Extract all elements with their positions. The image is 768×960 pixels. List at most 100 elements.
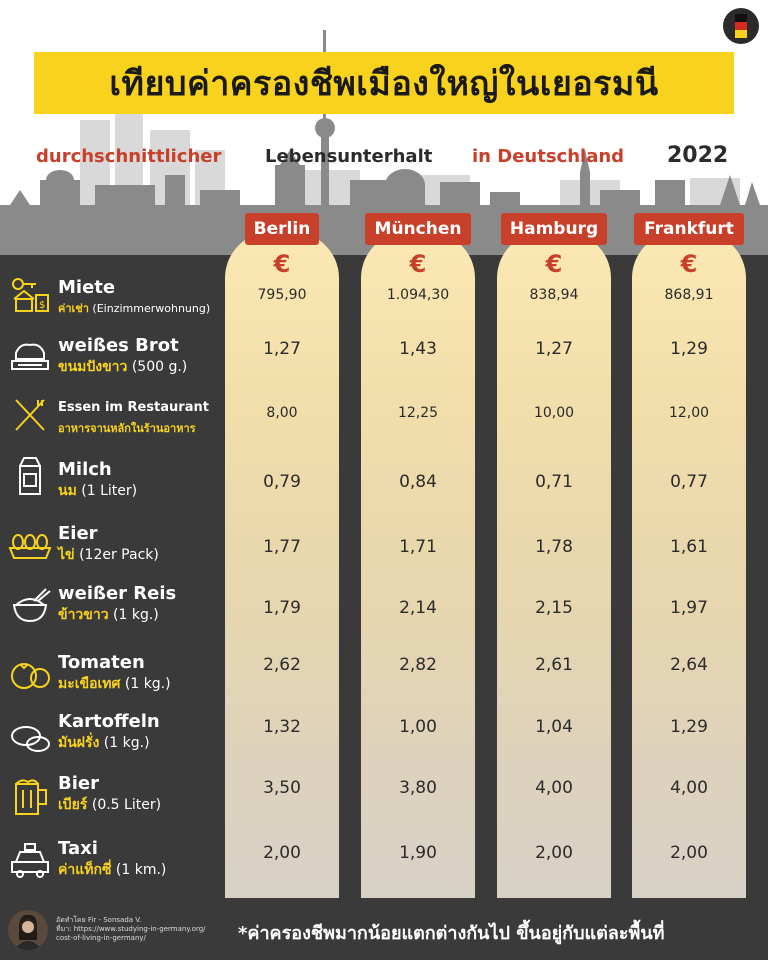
price-cell: 1,43 <box>399 339 437 359</box>
price-cell: 12,00 <box>668 405 710 421</box>
eggs-icon <box>8 534 52 559</box>
item-name-de: Essen im Restaurant <box>58 400 209 415</box>
subtitle-year: 2022 <box>667 143 729 168</box>
currency-symbol-muenchen: € <box>409 250 427 278</box>
bread-icon <box>11 343 49 370</box>
item-detail: (Einzimmerwohnung) <box>88 302 211 315</box>
rice-bowl-icon <box>12 588 51 623</box>
price-cell: 1,71 <box>399 537 437 557</box>
price-cell: 3,50 <box>263 778 301 798</box>
city-column-frankfurt <box>632 232 746 898</box>
price-cell: 1,79 <box>263 598 301 618</box>
price-cell: 2,00 <box>670 843 708 863</box>
item-detail: (1 km.) <box>111 862 167 878</box>
item-name-th: ไข่ <box>58 547 75 563</box>
item-name-de: Miete <box>58 277 116 298</box>
price-cell: 0,77 <box>670 472 708 492</box>
item-name-de: weißes Brot <box>58 335 179 356</box>
beer-mug-icon <box>15 779 47 815</box>
row-label-restaurant: Essen im Restaurant อาหารจานหลักในร้านอา… <box>58 397 209 439</box>
currency-symbol-hamburg: € <box>545 250 563 278</box>
price-cell: 10,00 <box>533 405 575 421</box>
price-cell: 0,79 <box>263 472 301 492</box>
price-cell: 1,32 <box>263 717 301 737</box>
item-name-de: weißer Reis <box>58 583 177 604</box>
item-name-de: Kartoffeln <box>58 711 160 732</box>
price-cell: 2,82 <box>399 655 437 675</box>
credit-author: อัดทำโดย Fir - Sonsada V. <box>56 916 142 924</box>
row-label-taxi: Taxi ค่าแท็กซี่ (1 km.) <box>58 838 166 880</box>
footer-note: *ค่าครองชีพมากน้อยแตกต่างกันไป ขึ้นอยู่ก… <box>238 923 665 944</box>
price-cell: 12,25 <box>397 405 439 421</box>
item-detail: (1 Liter) <box>76 483 138 499</box>
city-column-berlin <box>225 232 339 898</box>
price-cell: 4,00 <box>670 778 708 798</box>
item-detail: (1 kg.) <box>120 676 171 692</box>
page-title: เทียบค่าครองชีพเมืองใหญ่ในเยอรมนี <box>109 64 659 104</box>
item-name-th: เบียร์ <box>58 797 88 813</box>
city-header-muenchen: München <box>365 213 471 245</box>
item-name-de: Tomaten <box>58 652 145 673</box>
credit-source-cont: cost-of-living-in-germany/ <box>56 934 146 942</box>
price-cell: 1,78 <box>535 537 573 557</box>
row-label-reis: weißer Reis ข้าวขาว (1 kg.) <box>58 583 176 625</box>
item-name-th: มะเขือเทศ <box>58 676 121 692</box>
city-header-hamburg: Hamburg <box>501 213 607 245</box>
item-name-th: ขนมปังขาว <box>58 359 128 375</box>
price-cell: 1,27 <box>535 339 573 359</box>
price-cell: 1,29 <box>670 339 708 359</box>
city-column-hamburg <box>497 232 611 898</box>
price-cell: 2,00 <box>535 843 573 863</box>
item-name-th: ข้าวขาว <box>58 607 109 623</box>
row-label-bier: Bier เบียร์ (0.5 Liter) <box>58 773 161 815</box>
price-cell: 1,61 <box>670 537 708 557</box>
price-cell: 2,62 <box>263 655 301 675</box>
price-cell: 1,29 <box>670 717 708 737</box>
row-label-kartoffeln: Kartoffeln มันฝรั่ง (1 kg.) <box>58 711 160 753</box>
city-column-muenchen <box>361 232 475 898</box>
price-cell: 1.094,30 <box>386 287 450 303</box>
potato-icon <box>11 726 50 752</box>
price-cell: 1,77 <box>263 537 301 557</box>
currency-symbol-berlin: € <box>273 250 291 278</box>
price-cell: 3,80 <box>399 778 437 798</box>
price-cell: 795,90 <box>257 287 307 303</box>
price-cell: 1,97 <box>670 598 708 618</box>
price-cell: 2,15 <box>535 598 573 618</box>
tomato-icon <box>11 663 50 689</box>
price-cell: 868,91 <box>664 287 714 303</box>
item-name-de: Taxi <box>58 838 98 859</box>
row-label-eier: Eier ไข่ (12er Pack) <box>58 523 159 565</box>
price-cell: 1,27 <box>263 339 301 359</box>
city-header-berlin: Berlin <box>245 213 319 245</box>
page-title-banner: เทียบค่าครองชีพเมืองใหญ่ในเยอรมนี <box>34 52 734 114</box>
milk-carton-icon <box>19 457 41 495</box>
house-key-icon: $ <box>12 278 49 312</box>
row-label-milch: Milch นม (1 Liter) <box>58 459 137 501</box>
price-cell: 2,61 <box>535 655 573 675</box>
item-detail: (500 g.) <box>127 359 188 375</box>
price-cell: 1,90 <box>399 843 437 863</box>
germany-flag-icon <box>723 8 759 44</box>
price-cell: 1,04 <box>535 717 573 737</box>
row-label-tomaten: Tomaten มะเขือเทศ (1 kg.) <box>58 652 171 694</box>
row-label-brot: weißes Brot ขนมปังขาว (500 g.) <box>58 335 187 377</box>
price-cell: 4,00 <box>535 778 573 798</box>
item-name-de: Milch <box>58 459 112 480</box>
currency-symbol-frankfurt: € <box>680 250 698 278</box>
subtitle-part-3: in Deutschland <box>472 146 625 167</box>
item-name-th: ค่าเช่า <box>58 302 89 315</box>
item-detail: (1 kg.) <box>108 607 159 623</box>
taxi-icon <box>11 843 49 878</box>
item-name-th: ค่าแท็กซี่ <box>58 862 112 878</box>
item-name-th: นม <box>58 483 77 499</box>
item-name-th: มันฝรั่ง <box>58 735 100 751</box>
item-detail: (0.5 Liter) <box>87 797 162 813</box>
price-cell: 2,14 <box>399 598 437 618</box>
credit-source: ที่มา: https://www.studying-in-germany.o… <box>56 925 206 933</box>
item-name-de: Bier <box>58 773 99 794</box>
price-cell: 1,00 <box>399 717 437 737</box>
item-name-th: อาหารจานหลักในร้านอาหาร <box>58 422 196 435</box>
subtitle-part-2: Lebensunterhalt <box>265 146 433 167</box>
subtitle-part-1: durchschnittlicher <box>36 146 222 167</box>
